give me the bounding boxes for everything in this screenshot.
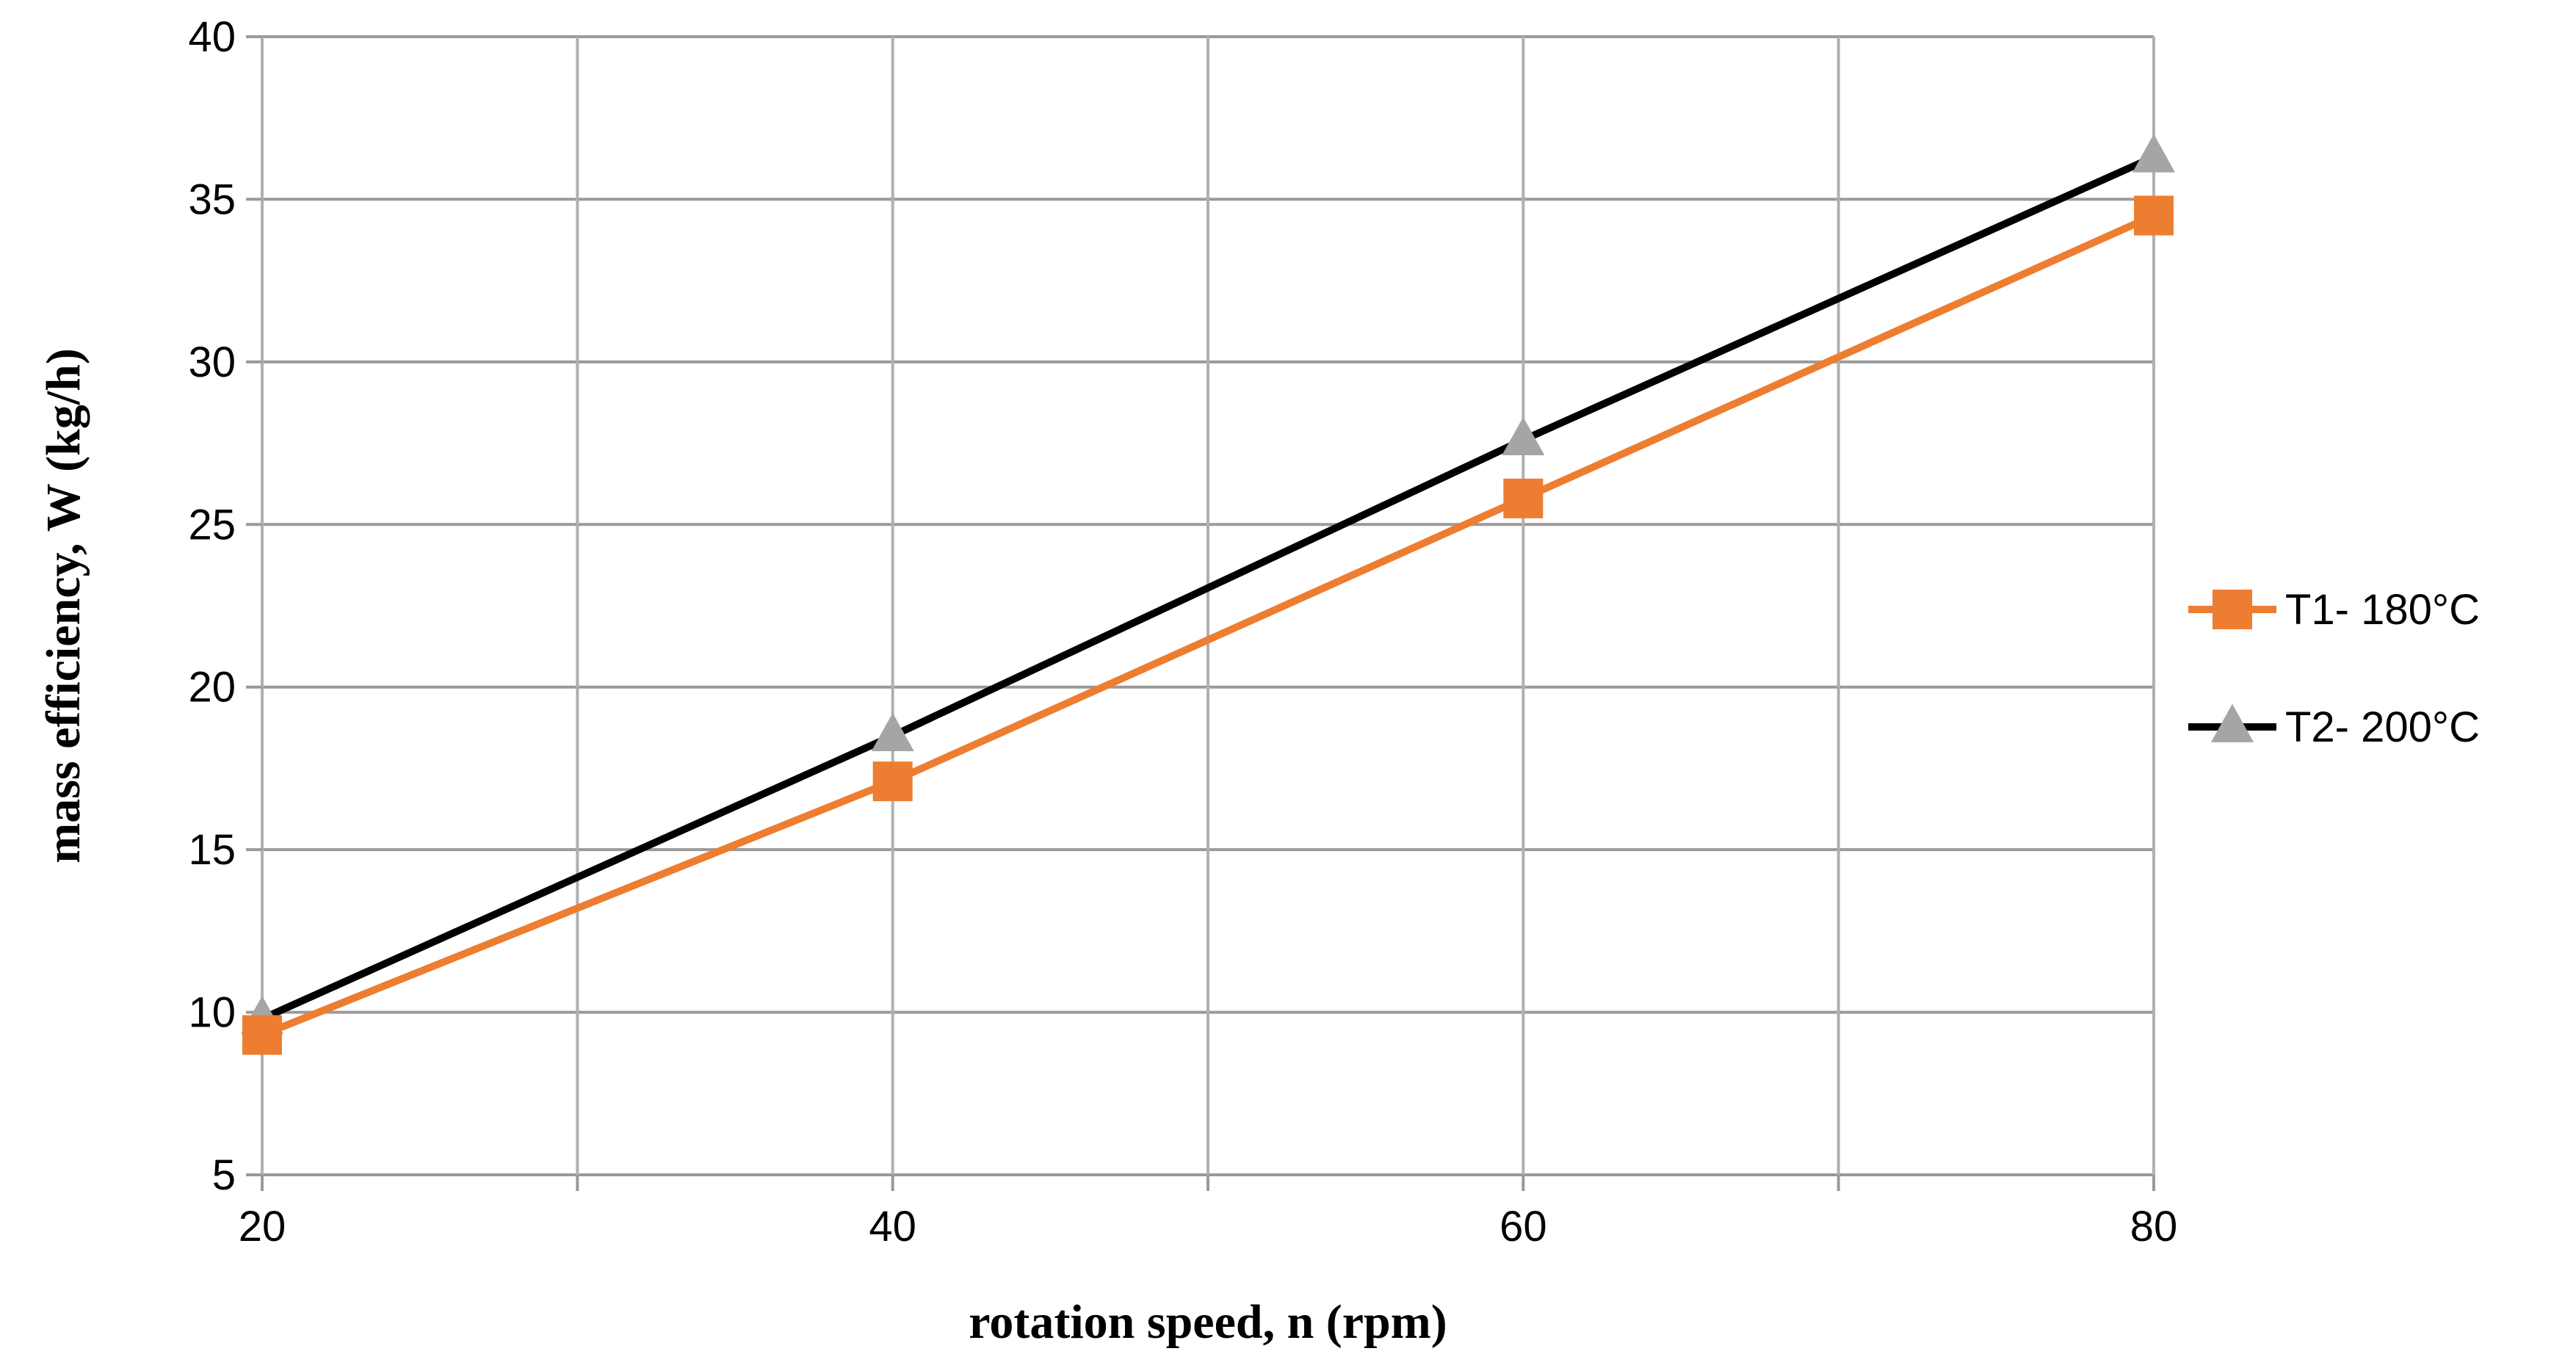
series-line-2 (260, 153, 2156, 1022)
y-axis-title: mass efficiency, W (kg/h) (37, 348, 90, 863)
x-tick-label: 80 (2130, 1203, 2178, 1250)
x-tick-label: 40 (869, 1203, 916, 1250)
legend-label-1: T1- 180°C (2285, 586, 2480, 634)
x-axis-title: rotation speed, n (rpm) (969, 1295, 1447, 1349)
y-tick-label: 15 (188, 826, 236, 874)
y-tick-label: 30 (188, 338, 236, 386)
y-tick-label: 20 (188, 664, 236, 712)
y-tick-label: 25 (188, 501, 236, 548)
legend-marker-2 (2211, 703, 2254, 742)
data-point-series-2 (2132, 134, 2175, 173)
series-line-1 (261, 212, 2156, 1039)
y-tick-label: 35 (188, 175, 236, 223)
legend-label-2: T2- 200°C (2285, 703, 2480, 751)
grid (246, 35, 2155, 1191)
tick-labels: 5 10 15 20 25 30 35 40 20 40 60 80 (188, 13, 2177, 1250)
x-tick-label: 20 (239, 1203, 286, 1250)
y-tick-label: 40 (188, 13, 236, 61)
data-point-series-1 (1503, 478, 1544, 518)
data-point-series-1 (242, 1015, 282, 1055)
data-point-series-1 (2134, 195, 2174, 236)
y-tick-label: 10 (188, 989, 236, 1037)
x-tick-label: 60 (1499, 1203, 1547, 1250)
series (241, 134, 2175, 1055)
data-point-series-2 (1502, 416, 1545, 456)
legend-marker-1 (2213, 590, 2252, 629)
legend: T1- 180°C T2- 200°C (2188, 586, 2480, 751)
data-point-series-1 (872, 761, 913, 802)
y-tick-label: 5 (212, 1151, 236, 1199)
data-point-series-2 (871, 712, 914, 752)
